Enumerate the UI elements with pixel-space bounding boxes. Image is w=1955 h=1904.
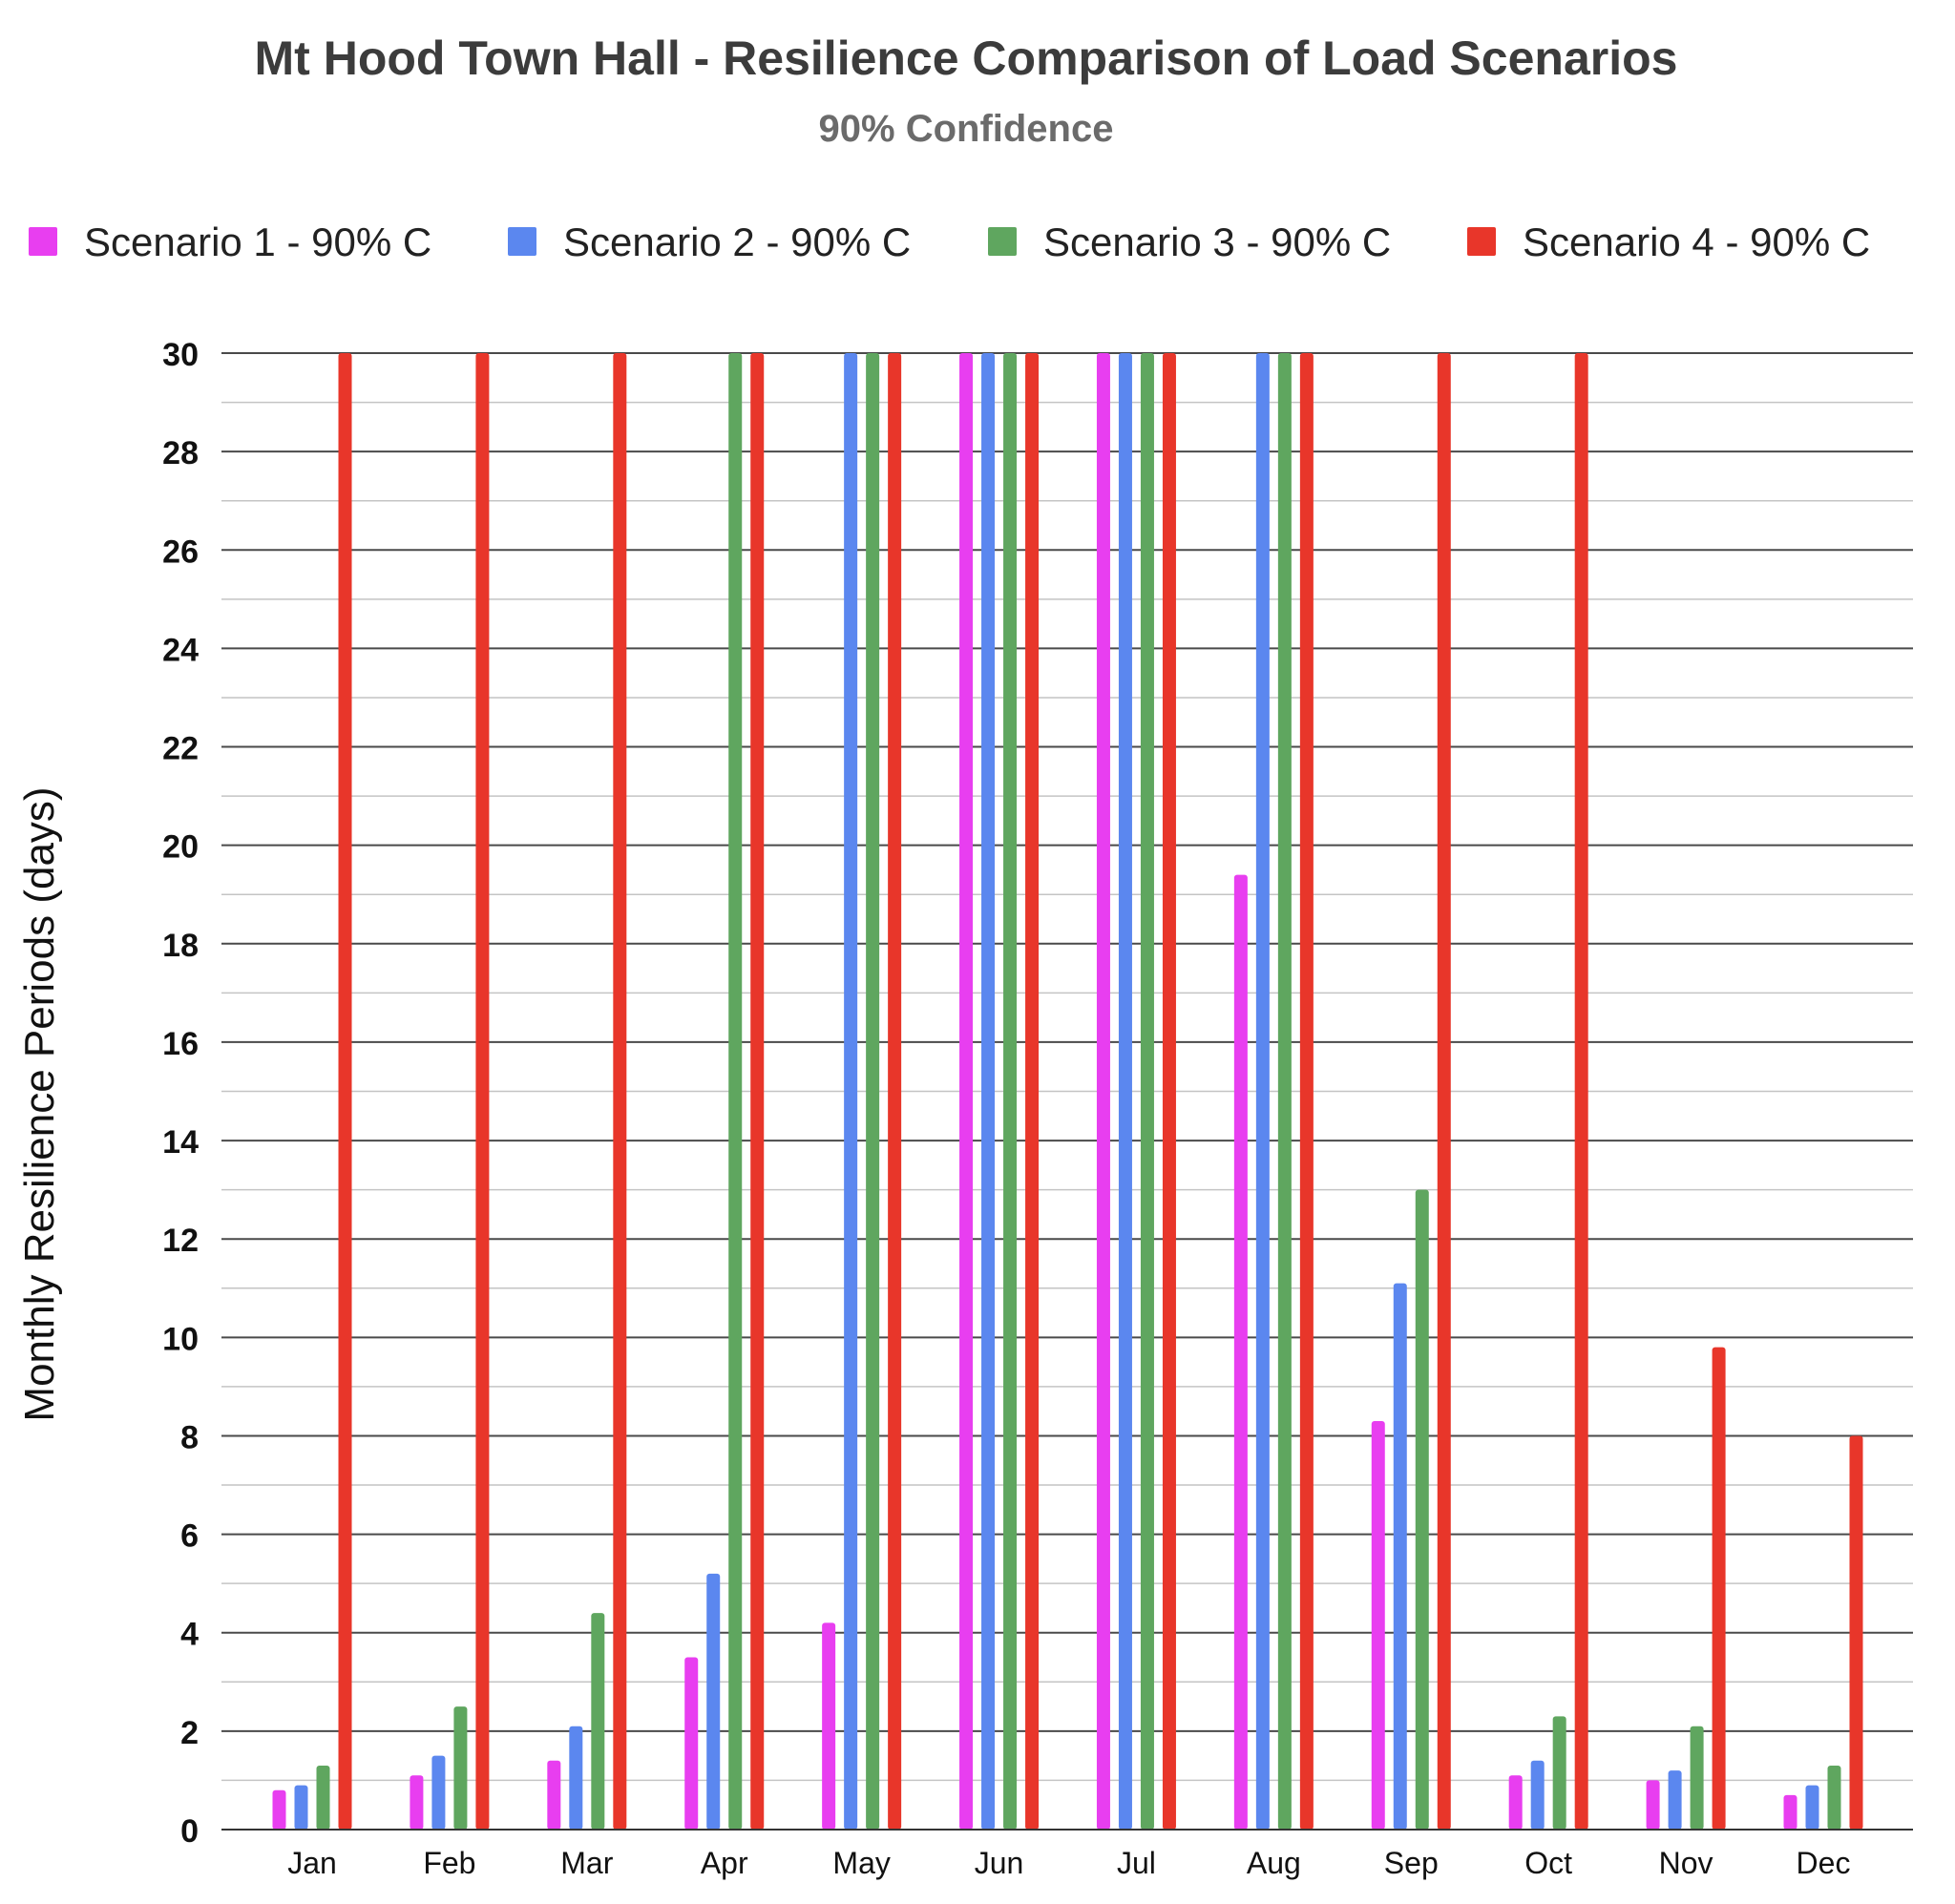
legend-label: Scenario 3 - 90% C: [1043, 220, 1391, 264]
bar-sep-series-3: [1415, 1189, 1429, 1830]
legend-label: Scenario 4 - 90% C: [1523, 220, 1870, 264]
y-tick-label: 22: [162, 731, 199, 767]
x-tick-label: Oct: [1524, 1846, 1572, 1880]
bar-feb-series-2: [431, 1755, 446, 1830]
bars: [272, 353, 1863, 1830]
y-tick-label: 20: [162, 829, 199, 866]
y-tick-label: 26: [162, 534, 199, 570]
bar-dec-series-4: [1849, 1435, 1863, 1830]
bar-dec-series-3: [1827, 1765, 1841, 1830]
x-tick-label: Apr: [701, 1846, 748, 1880]
bar-aug-series-2: [1255, 353, 1270, 1830]
bar-jan-series-1: [272, 1789, 286, 1830]
bar-nov-series-2: [1668, 1770, 1682, 1830]
x-tick-label: Jan: [287, 1846, 337, 1880]
bar-feb-series-3: [453, 1706, 468, 1830]
gridlines: [221, 352, 1913, 1782]
bar-nov-series-4: [1712, 1347, 1726, 1830]
y-tick-label: 8: [180, 1419, 199, 1455]
bar-nov-series-3: [1690, 1726, 1704, 1830]
bar-dec-series-2: [1805, 1785, 1819, 1830]
chart-subtitle: 90% Confidence: [819, 108, 1114, 150]
x-tick-label: Dec: [1797, 1846, 1851, 1880]
bar-sep-series-2: [1393, 1283, 1407, 1830]
legend: Scenario 1 - 90% C Scenario 2 - 90% C Scen…: [29, 220, 1870, 264]
x-tick-label: Jun: [975, 1846, 1024, 1880]
x-tick-label: Aug: [1247, 1846, 1301, 1880]
bar-jul-series-3: [1140, 353, 1154, 1830]
legend-item-3: Scenario 3 - 90% C: [988, 220, 1391, 264]
bar-nov-series-1: [1646, 1780, 1660, 1830]
bar-may-series-2: [844, 353, 858, 1830]
y-tick-label: 16: [162, 1026, 199, 1062]
bar-jul-series-2: [1118, 353, 1132, 1830]
bar-apr-series-1: [684, 1657, 699, 1830]
legend-swatch: [1467, 227, 1496, 256]
bar-jun-series-3: [1003, 353, 1018, 1830]
y-tick-label: 14: [162, 1124, 199, 1161]
legend-item-1: Scenario 1 - 90% C: [29, 220, 431, 264]
bar-may-series-3: [866, 353, 880, 1830]
bar-jan-series-4: [338, 353, 352, 1830]
bar-sep-series-4: [1437, 353, 1451, 1830]
bar-may-series-4: [888, 353, 902, 1830]
legend-item-2: Scenario 2 - 90% C: [508, 220, 911, 264]
x-tick-label: Mar: [560, 1846, 613, 1880]
x-tick-label: Jul: [1117, 1846, 1156, 1880]
bar-jun-series-1: [959, 353, 974, 1830]
x-tick-label: Nov: [1659, 1846, 1713, 1880]
bar-aug-series-4: [1299, 353, 1314, 1830]
bar-dec-series-1: [1783, 1794, 1797, 1830]
bar-mar-series-4: [613, 353, 627, 1830]
y-tick-label: 18: [162, 928, 199, 964]
legend-label: Scenario 2 - 90% C: [563, 220, 911, 264]
x-tick-label: Sep: [1384, 1846, 1439, 1880]
y-tick-label: 28: [162, 435, 199, 471]
x-axis-ticks: Jan Feb Mar Apr May Jun Jul Aug Sep Oct Nov Dec: [287, 1846, 1850, 1880]
bar-aug-series-3: [1277, 353, 1292, 1830]
bar-mar-series-3: [591, 1613, 605, 1830]
bar-oct-series-1: [1508, 1775, 1523, 1830]
bar-sep-series-1: [1371, 1420, 1385, 1830]
bar-mar-series-2: [569, 1726, 583, 1830]
x-tick-label: May: [832, 1846, 890, 1880]
bar-aug-series-1: [1233, 874, 1248, 1830]
y-tick-label: 2: [180, 1715, 199, 1751]
y-tick-label: 0: [180, 1813, 199, 1850]
legend-swatch: [29, 227, 57, 256]
legend-swatch: [508, 227, 536, 256]
chart-title: Mt Hood Town Hall - Resilience Compariso…: [255, 31, 1678, 85]
bar-apr-series-4: [750, 353, 765, 1830]
y-axis-label: Monthly Resilience Periods (days): [16, 786, 63, 1421]
bar-feb-series-1: [410, 1775, 424, 1830]
y-tick-label: 30: [162, 337, 199, 373]
legend-label: Scenario 1 - 90% C: [84, 220, 431, 264]
y-tick-label: 12: [162, 1223, 199, 1259]
bar-oct-series-4: [1574, 353, 1588, 1830]
y-tick-label: 6: [180, 1518, 199, 1555]
bar-apr-series-2: [706, 1573, 721, 1830]
bar-jul-series-4: [1162, 353, 1176, 1830]
y-tick-label: 10: [162, 1321, 199, 1357]
bar-jun-series-2: [981, 353, 996, 1830]
y-tick-label: 24: [162, 632, 199, 668]
bar-oct-series-3: [1552, 1716, 1566, 1830]
bar-jun-series-4: [1025, 353, 1040, 1830]
y-tick-label: 4: [180, 1617, 199, 1653]
legend-item-4: Scenario 4 - 90% C: [1467, 220, 1870, 264]
bar-feb-series-4: [475, 353, 490, 1830]
bar-apr-series-3: [728, 353, 743, 1830]
bar-jan-series-2: [294, 1785, 308, 1830]
bar-may-series-1: [822, 1622, 836, 1830]
bar-mar-series-1: [547, 1760, 561, 1830]
bar-oct-series-2: [1530, 1760, 1545, 1830]
bar-jan-series-3: [316, 1765, 330, 1830]
bar-jul-series-1: [1096, 353, 1110, 1830]
x-tick-label: Feb: [423, 1846, 475, 1880]
legend-swatch: [988, 227, 1017, 256]
